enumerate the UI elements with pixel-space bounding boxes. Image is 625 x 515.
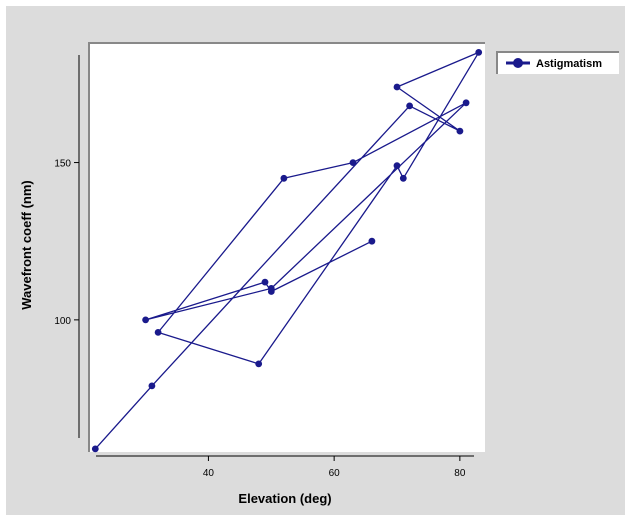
data-point	[154, 329, 162, 336]
data-point	[261, 278, 269, 286]
y-axis-title: Wavefront coeff (nm)	[19, 180, 34, 310]
data-point	[462, 99, 470, 107]
y-tick-label: 150	[54, 159, 71, 170]
data-point	[368, 237, 376, 245]
y-ticks: 100 150	[54, 159, 79, 327]
data-point	[406, 102, 413, 110]
data-point	[399, 174, 407, 182]
data-point	[255, 360, 263, 368]
y-tick-label: 100	[54, 316, 71, 327]
legend-marker-astigmatism	[513, 58, 523, 68]
series-layer	[91, 49, 483, 453]
legend: Astigmatism	[496, 51, 619, 74]
data-point	[280, 174, 288, 182]
x-tick-label: 80	[454, 468, 466, 479]
legend-box	[497, 52, 619, 74]
series-line-astigmatism	[94, 51, 480, 450]
data-point	[91, 445, 99, 453]
data-point	[349, 159, 357, 167]
x-tick-label: 60	[329, 468, 341, 479]
x-axis-title: Elevation (deg)	[238, 491, 331, 506]
data-point	[267, 285, 275, 292]
data-point	[393, 162, 401, 170]
data-point	[456, 127, 464, 135]
legend-label-astigmatism: Astigmatism	[536, 58, 602, 70]
x-tick-label: 40	[203, 468, 215, 479]
data-point	[142, 316, 150, 324]
data-point	[475, 49, 483, 56]
plot-frame-shadow	[88, 42, 485, 452]
legend-box-shadow	[496, 51, 619, 74]
data-point	[148, 382, 156, 390]
x-ticks: 40 60 80	[203, 456, 466, 479]
data-point	[393, 83, 401, 91]
